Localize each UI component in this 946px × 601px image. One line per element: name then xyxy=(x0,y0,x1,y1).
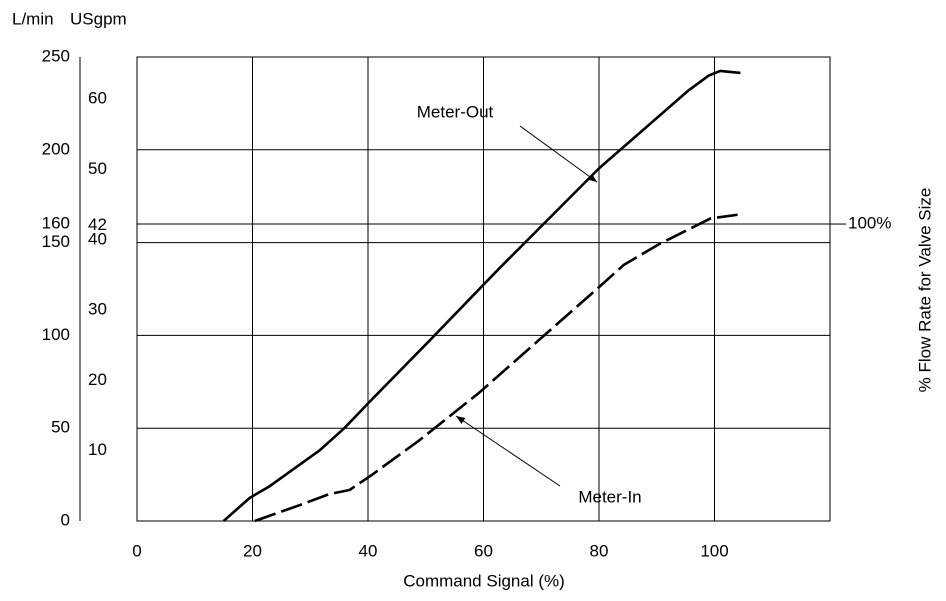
x-axis-label: Command Signal (%) xyxy=(403,571,565,590)
series-annotation: Meter-In xyxy=(578,487,641,506)
x-tick-label: 80 xyxy=(590,541,609,560)
y2-axis-label: USgpm xyxy=(70,9,127,28)
y2-tick-label: 10 xyxy=(88,440,107,459)
x-tick-label: 20 xyxy=(243,541,262,560)
y-tick-label: 0 xyxy=(61,510,70,529)
y2-tick-label: 50 xyxy=(88,159,107,178)
y2-tick-label: 40 xyxy=(88,229,107,248)
y2-tick-label: 60 xyxy=(88,89,107,108)
series-line xyxy=(222,69,741,522)
y-axis-label: L/min xyxy=(12,9,54,28)
y-tick-label: 250 xyxy=(42,46,70,65)
y-tick-label: 160 xyxy=(42,214,70,233)
y-tick-label: 150 xyxy=(42,232,70,251)
x-tick-label: 40 xyxy=(359,541,378,560)
y-tick-label: 100 xyxy=(42,325,70,344)
annotation-arrow xyxy=(455,415,561,487)
y2-tick-label: 20 xyxy=(88,370,107,389)
x-tick-label: 60 xyxy=(474,541,493,560)
right-axis-label: % Flow Rate for Valve Size xyxy=(915,188,934,393)
y2-tick-label: 42 xyxy=(88,215,107,234)
y-tick-label: 50 xyxy=(51,418,70,437)
x-tick-label: 0 xyxy=(132,541,141,560)
series-line xyxy=(254,213,738,523)
reference-label: 100% xyxy=(848,214,891,233)
x-tick-label: 100 xyxy=(700,541,728,560)
series-annotation: Meter-Out xyxy=(417,102,494,121)
annotation-arrow xyxy=(519,125,598,183)
y-tick-label: 200 xyxy=(42,139,70,158)
y2-tick-label: 30 xyxy=(88,300,107,319)
